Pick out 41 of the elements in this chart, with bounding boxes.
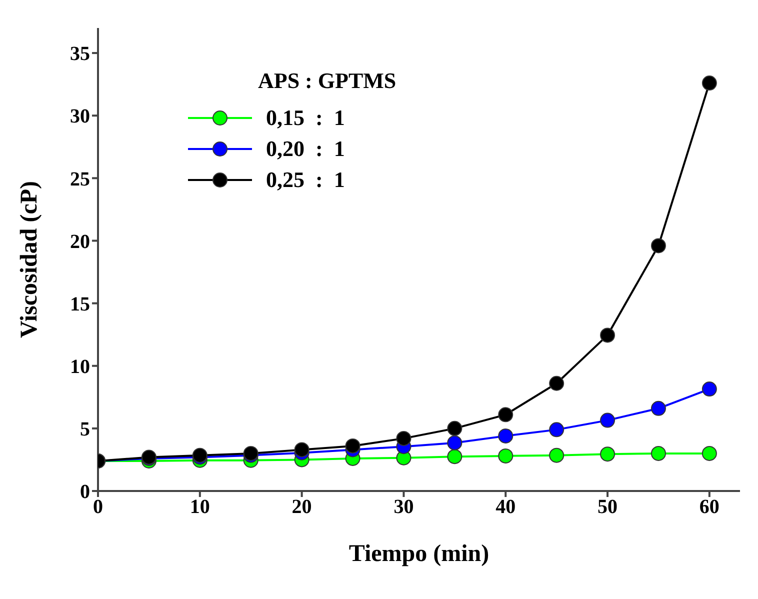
point [549, 422, 564, 438]
legend-title: APS : GPTMS [258, 68, 398, 94]
x-tick-label: 30 [394, 496, 414, 518]
point [702, 76, 717, 91]
y-tick-label: 15 [70, 293, 90, 316]
point [447, 435, 462, 450]
y-tick-label: 20 [70, 230, 90, 253]
x-axis-title: Tiempo (min) [348, 541, 490, 567]
x-tick-label: 40 [496, 496, 516, 518]
point [447, 449, 462, 464]
point [702, 382, 717, 397]
point [447, 420, 462, 436]
point [600, 328, 616, 343]
legend-label: 0,15 : 1 [266, 104, 345, 130]
point [498, 407, 514, 422]
point [345, 438, 360, 454]
point [498, 428, 514, 444]
x-tick-label: 50 [598, 496, 618, 518]
point [498, 448, 514, 464]
point [396, 430, 412, 446]
x-tick-label: 60 [699, 496, 720, 518]
point [650, 400, 666, 416]
y-tick-label: 30 [70, 106, 90, 128]
point [702, 446, 717, 461]
point [650, 446, 666, 461]
point [600, 412, 616, 428]
point [294, 442, 310, 458]
point [549, 448, 564, 463]
legend-label: 0,25 : 1 [266, 166, 345, 192]
y-tick-label: 25 [70, 168, 90, 190]
point [600, 446, 616, 462]
y-axis-title: Viscosidad (cP) [16, 180, 43, 338]
y-tick-label: 10 [70, 356, 90, 378]
x-tick-label: 20 [292, 496, 312, 518]
y-tick-label: 35 [70, 43, 90, 66]
x-tick-label: 10 [190, 496, 210, 518]
point [549, 376, 564, 391]
y-tick-label: 0 [80, 481, 90, 504]
point [650, 238, 666, 254]
legend-label: 0,20 : 1 [266, 136, 345, 162]
y-tick-label: 5 [80, 418, 90, 441]
